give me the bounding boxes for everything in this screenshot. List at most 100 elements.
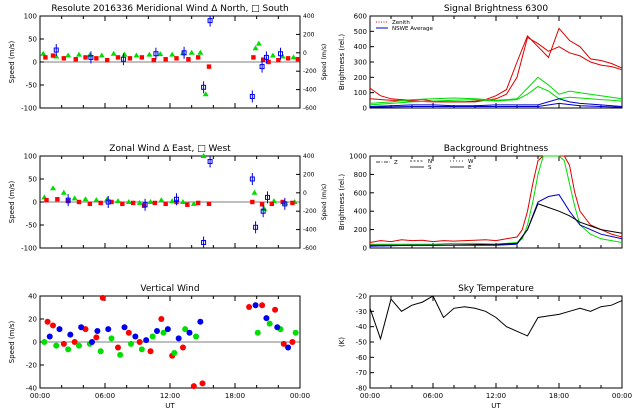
background-frame [369, 155, 623, 249]
zonal-point-west [120, 201, 125, 207]
zonal-point-west [259, 202, 265, 207]
meridional-point-bar-north [153, 51, 159, 57]
vertical-point-green [182, 326, 189, 333]
meridional-point-south [163, 57, 168, 62]
zonal-ytick-label: 100 [24, 153, 37, 161]
signal-ytick-label: 400 [354, 43, 367, 51]
signal-title: Signal Brightness 6300 [444, 4, 548, 14]
vertical-point-red [71, 339, 78, 345]
zonal-point-east [180, 199, 186, 204]
zonal-y2tick-label: 200 [303, 171, 315, 178]
background-ytick-label: 800 [354, 171, 367, 179]
meridional-point-north [133, 52, 140, 58]
vertical-point-red [125, 329, 132, 336]
vertical-point-green [128, 340, 134, 347]
meridional-point-south [151, 57, 156, 63]
vertical-point-red [93, 334, 100, 341]
vertical-point-red [60, 340, 67, 347]
meridional-point-north [121, 51, 128, 57]
background-legend-label: Z [394, 160, 398, 166]
meridional-point-south [251, 55, 256, 60]
zonal-point-west [130, 200, 136, 206]
zonal-point-bar [260, 208, 266, 214]
vertical-point-green [149, 333, 156, 340]
vertical-point-red [158, 316, 165, 322]
vertical-ytick-label: 20 [28, 316, 37, 324]
meridional-point-north [197, 49, 204, 55]
meridional-point-north [110, 50, 117, 56]
vertical-point-blue [263, 315, 270, 322]
meridional-point-south [83, 55, 88, 60]
zonal-point-west [76, 199, 82, 205]
zonal-point-west [195, 200, 201, 206]
background-ytick-label: 200 [354, 226, 367, 234]
zonal-point-east [251, 189, 258, 195]
zonal-point-east [136, 199, 143, 205]
background-line-green [370, 155, 623, 245]
meridional-y2tick-label: 0 [303, 50, 307, 57]
vertical-point-blue [285, 344, 292, 351]
meridional-point-south [104, 57, 110, 63]
meridional-point-south [43, 55, 48, 60]
meridional-point-bar-north [207, 18, 213, 24]
zonal-point-east [93, 197, 100, 203]
vertical-ytick-label: 40 [28, 293, 37, 301]
meridional-title: Resolute 2016336 Meridional Wind Δ North… [51, 4, 288, 14]
zonal-ytick-label: -50 [26, 222, 37, 230]
zonal-ylabel: Speed (m/s) [8, 181, 16, 224]
vertical-point-red [199, 380, 206, 387]
meridional-point-south [206, 64, 212, 69]
zonal-point-west [87, 201, 93, 207]
zonal-point-west [109, 199, 114, 205]
vertical-point-blue [175, 335, 182, 342]
zonal-point-east [60, 189, 67, 195]
sky-ytick-label: -50 [356, 339, 367, 347]
vertical-point-blue [186, 329, 193, 336]
sky-xlabel: UT [491, 402, 501, 410]
sky-title: Sky Temperature [458, 284, 534, 294]
background-legend-label: W [468, 159, 474, 165]
meridional-point-south [94, 56, 99, 61]
zonal-ytick-label: 50 [28, 176, 37, 184]
zonal-point-east [158, 197, 165, 203]
zonal-point-west [44, 197, 49, 203]
signal-ytick-label: 100 [354, 89, 367, 97]
zonal-point-west [163, 201, 168, 207]
vertical-point-green [254, 329, 261, 336]
vertical-point-blue [67, 331, 74, 338]
sky-xtick-label: 06:00 [423, 392, 443, 400]
vertical-point-green [292, 329, 299, 336]
zonal-point-east [190, 200, 197, 206]
signal-ylabel: Brightness (rel.) [338, 34, 346, 90]
vertical-point-green [171, 350, 178, 357]
meridional-point-north [98, 52, 105, 58]
meridional-point-south [50, 53, 56, 58]
vertical-point-blue [143, 337, 150, 344]
vertical-point-green [97, 348, 104, 355]
vertical-point-green [65, 346, 72, 353]
zonal-point-west [55, 197, 60, 202]
vertical-point-red [246, 304, 253, 311]
vertical-ytick-label: -40 [26, 385, 37, 393]
zonal-y2tick-label: -600 [303, 245, 317, 252]
meridional-point-north [290, 54, 297, 60]
meridional-y2label: Speed (m/s) [321, 44, 328, 80]
meridional-ytick-label: 0 [33, 59, 37, 67]
zonal-point-bar [105, 199, 111, 205]
zonal-point-bar [142, 202, 148, 208]
background-ytick-label: 1000 [349, 153, 367, 161]
vertical-point-green [117, 351, 124, 358]
meridional-y2tick-label: -600 [303, 105, 317, 112]
vertical-point-green [53, 342, 60, 349]
meridional-point-south [266, 59, 271, 65]
vertical-point-red [99, 294, 106, 301]
vertical-point-blue [121, 324, 128, 331]
vertical-point-blue [105, 326, 112, 333]
vertical-point-green [138, 346, 145, 353]
meridional-point-south [115, 55, 121, 60]
vertical-point-red [180, 344, 186, 351]
meridional-point-bar-north [181, 50, 187, 56]
background-ylabel: Brightness (rel.) [338, 174, 346, 230]
